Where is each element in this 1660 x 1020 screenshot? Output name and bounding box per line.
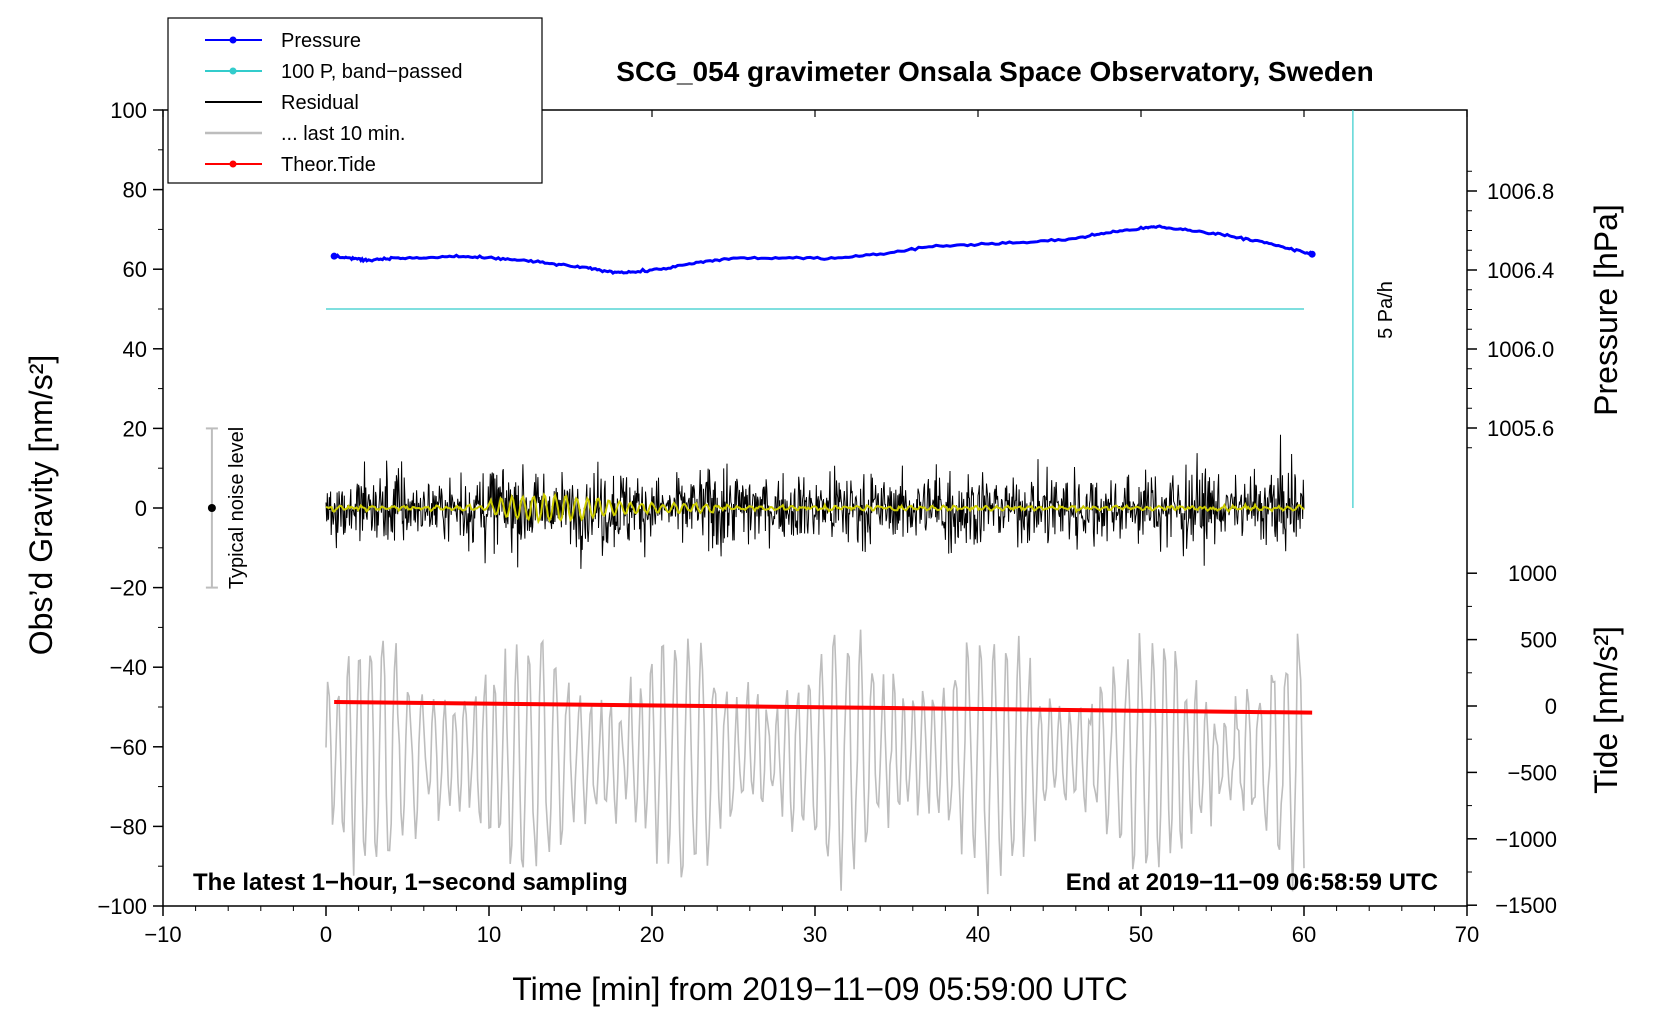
y-tick-label: 60 [123, 257, 147, 282]
x-tick-label: 10 [477, 922, 501, 947]
legend-marker [229, 160, 237, 168]
pressure-start-point [330, 252, 338, 260]
pressure-line [333, 224, 1314, 275]
y-tick-label: 40 [123, 337, 147, 362]
tide-tick-label: 1000 [1508, 561, 1557, 586]
pressure-end-point [1308, 250, 1316, 258]
y-tick-label: −80 [110, 814, 147, 839]
x-tick-label: 20 [640, 922, 664, 947]
y-tick-label: −20 [110, 576, 147, 601]
y-tick-label: 0 [135, 496, 147, 521]
pressure-tick-label: 1006.8 [1487, 179, 1554, 204]
x-tick-label: −10 [144, 922, 181, 947]
legend-label: Residual [281, 92, 359, 114]
last-10-min-line [325, 629, 1305, 895]
legend-marker [229, 67, 237, 75]
pressure-tick-label: 1006.0 [1487, 337, 1554, 362]
legend-label: Pressure [281, 30, 361, 52]
legend-label: 100 P, band−passed [281, 61, 462, 83]
tide-tick-label: 500 [1520, 628, 1557, 653]
x-axis-title: Time [min] from 2019−11−09 05:59:00 UTC [512, 971, 1127, 1007]
theoretical-tide-line [334, 700, 1313, 715]
legend: Pressure 100 P, band−passed Residual ... la… [167, 17, 543, 184]
y-tick-label: 20 [123, 416, 147, 441]
legend-label: ... last 10 min. [281, 123, 406, 145]
note-end-time: End at 2019−11−09 06:58:59 UTC [1066, 869, 1438, 896]
tide-tick-label: 0 [1545, 694, 1557, 719]
chart-title: SCG_054 gravimeter Onsala Space Observat… [616, 56, 1373, 87]
y-tick-label: −40 [110, 655, 147, 680]
tide-tick-label: −1000 [1495, 827, 1557, 852]
pressure-axis-title: Pressure [hPa] [1588, 204, 1624, 416]
rate-scale-label: 5 Pa/h [1375, 281, 1397, 339]
x-tick-label: 60 [1292, 922, 1316, 947]
noise-level-annotation: Typical noise level [205, 427, 248, 589]
x-tick-label: 0 [320, 922, 332, 947]
noise-level-label: Typical noise level [226, 427, 248, 589]
x-tick-label: 40 [966, 922, 990, 947]
noise-level-center-dot [207, 504, 216, 512]
x-tick-label: 70 [1455, 922, 1479, 947]
legend-box [167, 17, 543, 184]
pressure-tick-label: 1006.4 [1487, 258, 1554, 283]
note-sampling: The latest 1−hour, 1−second sampling [193, 869, 628, 896]
y-tick-label: −100 [97, 894, 147, 919]
x-tick-label: 50 [1129, 922, 1153, 947]
axes-layer: −10 0 10 20 30 40 50 60 70100806040200−20−40−60−… [97, 98, 1557, 947]
tide-axis-title: Tide [nm/s²] [1588, 626, 1624, 794]
legend-label: Theor.Tide [281, 154, 376, 176]
series-layer [325, 224, 1316, 895]
tide-tick-label: −500 [1507, 760, 1557, 785]
y-tick-label: 80 [123, 178, 147, 203]
legend-marker [229, 36, 237, 44]
pressure-tick-label: 1005.6 [1487, 416, 1554, 441]
x-tick-label: 30 [803, 922, 827, 947]
y-axis-title-left: Obs’d Gravity [nm/s²] [23, 355, 59, 656]
residual-smoothed-line [325, 492, 1305, 525]
y-tick-label: 100 [110, 98, 147, 123]
y-tick-label: −60 [110, 735, 147, 760]
tide-tick-label: −1500 [1495, 893, 1557, 918]
residual-line [325, 434, 1305, 569]
rate-scale-annotation: 5 Pa/h [1352, 110, 1397, 508]
